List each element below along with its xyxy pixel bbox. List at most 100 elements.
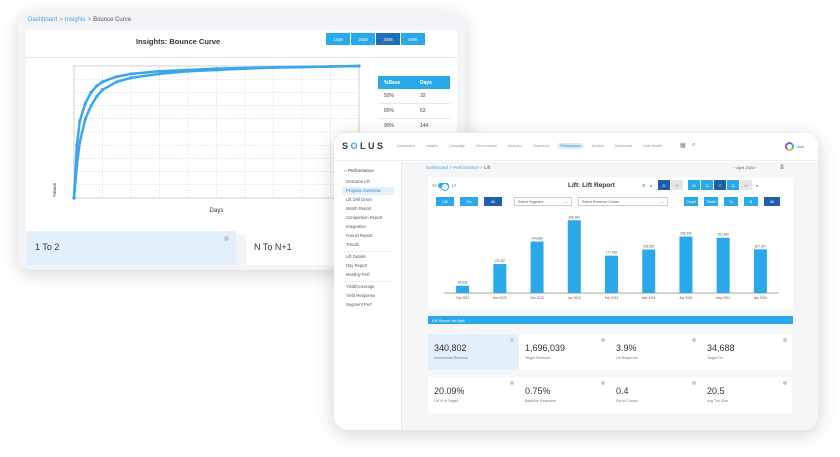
info-icon[interactable] bbox=[510, 381, 514, 385]
column-header-days[interactable]: Days bbox=[420, 79, 432, 86]
view-button-table[interactable]: Table bbox=[704, 197, 718, 206]
nav-item[interactable]: Data Health bbox=[643, 144, 663, 148]
breadcrumb-dashboard[interactable]: Dashboard bbox=[28, 17, 58, 23]
data-point bbox=[271, 65, 276, 70]
period-button[interactable]: Q bbox=[701, 180, 713, 190]
data-label: 244,360 bbox=[531, 237, 543, 241]
sidebar-item[interactable]: Comparison Report bbox=[346, 215, 383, 220]
info-icon[interactable] bbox=[224, 236, 229, 241]
period-button-2sm[interactable]: 2SM bbox=[351, 33, 375, 45]
nav-item[interactable]: Dashboard bbox=[397, 144, 415, 148]
period-button[interactable]: Y bbox=[714, 180, 726, 190]
kpi-card[interactable]: 340,802 Incremental Revenue bbox=[428, 334, 519, 370]
kpi-card[interactable]: 20.09% Lift % of Target bbox=[428, 377, 519, 413]
main-content: Dashboard > Performance > Lift ‹ April 2… bbox=[402, 162, 818, 430]
period-button-1sm[interactable]: 1SM bbox=[326, 33, 350, 45]
nav-item[interactable]: Models bbox=[591, 144, 604, 148]
breadcrumb-insights[interactable]: Insights bbox=[64, 17, 86, 23]
nav-item[interactable]: Analytics bbox=[507, 144, 523, 148]
nav-item[interactable]: Recommend bbox=[476, 144, 497, 148]
table-cell: 32 bbox=[420, 93, 426, 99]
info-icon[interactable]: ● bbox=[650, 183, 653, 188]
data-point bbox=[186, 69, 190, 73]
calendar-icon[interactable]: ▦ bbox=[680, 143, 686, 149]
kpi-card[interactable]: 0.4 Pct of Control bbox=[610, 377, 701, 413]
kpi-label: Pct of Control bbox=[616, 399, 638, 403]
data-point bbox=[89, 104, 93, 108]
chevron-down-icon[interactable]: ▾ bbox=[756, 183, 759, 188]
period-button-4wk[interactable]: 4WK bbox=[401, 33, 425, 45]
avatar[interactable] bbox=[785, 142, 794, 151]
sidebar-item[interactable]: Segment Perf bbox=[346, 302, 372, 307]
download-icon[interactable]: ⎙ bbox=[780, 164, 785, 170]
kpi-card[interactable]: 0.75% Baseline Response bbox=[519, 377, 610, 413]
data-label: 137,467 bbox=[494, 259, 506, 263]
breadcrumb-performance[interactable]: Performance bbox=[453, 165, 479, 170]
nav-item[interactable]: Campaign bbox=[448, 144, 466, 148]
data-point bbox=[243, 67, 247, 71]
info-icon[interactable] bbox=[601, 381, 605, 385]
data-point bbox=[100, 80, 105, 84]
view-button-chart[interactable]: Chart bbox=[684, 197, 698, 206]
chevron-down-icon: ⌄ bbox=[564, 199, 568, 204]
breadcrumb-dashboard[interactable]: Dashboard bbox=[426, 165, 449, 170]
chip-trx[interactable]: Trx bbox=[460, 197, 478, 206]
sidebar-item[interactable]: Trends bbox=[346, 242, 359, 247]
view-button-percent[interactable]: % bbox=[724, 197, 738, 206]
sidebar-item[interactable]: Month Report bbox=[346, 206, 372, 211]
info-icon[interactable] bbox=[692, 381, 696, 385]
main-nav: Dashboard Insights Campaign Recommend An… bbox=[394, 143, 665, 149]
kpi-label: Target Revenue bbox=[525, 356, 551, 360]
kpi-card[interactable]: 1,696,039 Target Revenue bbox=[519, 334, 610, 370]
chip-lift[interactable]: Lift bbox=[436, 197, 454, 206]
period-button[interactable]: M bbox=[688, 180, 700, 190]
sidebar-item[interactable]: Lift Drill Down bbox=[346, 197, 372, 202]
sidebar-item-selected[interactable]: Program Overview bbox=[342, 187, 394, 195]
data-point bbox=[214, 68, 219, 72]
period-button-3sm[interactable]: 3SM bbox=[376, 33, 400, 45]
bar bbox=[493, 264, 507, 293]
tick-label: Jan 2024 bbox=[568, 296, 581, 300]
sidebar-item[interactable]: Day Report bbox=[346, 263, 368, 268]
info-icon[interactable] bbox=[692, 338, 696, 342]
nav-item[interactable]: Segments bbox=[533, 144, 550, 148]
view-button-all[interactable]: All bbox=[764, 197, 780, 206]
kpi-card[interactable]: 3.9% Lift Response bbox=[610, 334, 701, 370]
nav-item-performance[interactable]: Performance bbox=[557, 143, 584, 149]
data-point bbox=[95, 84, 99, 88]
period-button[interactable]: D bbox=[658, 180, 670, 190]
info-icon[interactable] bbox=[783, 338, 787, 342]
chip-all[interactable]: All bbox=[484, 197, 502, 206]
info-icon[interactable] bbox=[510, 338, 514, 342]
column-header-base[interactable]: %Base bbox=[384, 79, 401, 86]
nav-item[interactable]: Dashboard bbox=[614, 144, 633, 148]
sidebar-item[interactable]: Integration bbox=[346, 224, 366, 229]
horizon-toggle[interactable] bbox=[438, 182, 449, 191]
period-button[interactable]: Q bbox=[727, 180, 739, 190]
info-icon[interactable] bbox=[601, 338, 605, 342]
sidebar-item[interactable]: Outcome Lift bbox=[346, 179, 370, 184]
data-point bbox=[115, 74, 119, 79]
sidebar-item[interactable]: Yield Response bbox=[346, 293, 376, 298]
segment-select[interactable]: Select Segment ⌄ bbox=[514, 197, 572, 206]
sidebar-item[interactable]: Yield/Coverage bbox=[346, 284, 375, 289]
period-button[interactable]: W bbox=[671, 180, 683, 190]
date-picker[interactable]: ‹ April 2024 › bbox=[734, 165, 757, 170]
period-button[interactable]: M bbox=[740, 180, 752, 190]
search-icon[interactable]: ⌕ bbox=[692, 142, 696, 148]
info-icon[interactable] bbox=[783, 381, 787, 385]
user-menu[interactable]: User bbox=[796, 144, 805, 149]
nav-item[interactable]: Insights bbox=[425, 144, 438, 148]
data-point bbox=[78, 140, 82, 145]
revenue-center-select[interactable]: Select Revenue Center ⌄ bbox=[578, 197, 668, 206]
sidebar-item[interactable]: Monthly Perf bbox=[346, 272, 370, 277]
y-axis-label: %Base bbox=[52, 182, 57, 197]
sidebar-item[interactable]: Lift Details bbox=[346, 254, 366, 259]
view-button-dollar[interactable]: $ bbox=[744, 197, 758, 206]
kpi-card[interactable]: 34,688 Target Trx bbox=[701, 334, 792, 370]
transition-card-1-to-2[interactable]: 1 To 2 bbox=[27, 231, 236, 265]
kpi-card[interactable]: 20.5 Avg Txn Size bbox=[701, 377, 792, 413]
sidebar-item[interactable]: Funnel Report bbox=[346, 233, 373, 238]
settings-icon[interactable]: ⚙ bbox=[642, 183, 646, 188]
